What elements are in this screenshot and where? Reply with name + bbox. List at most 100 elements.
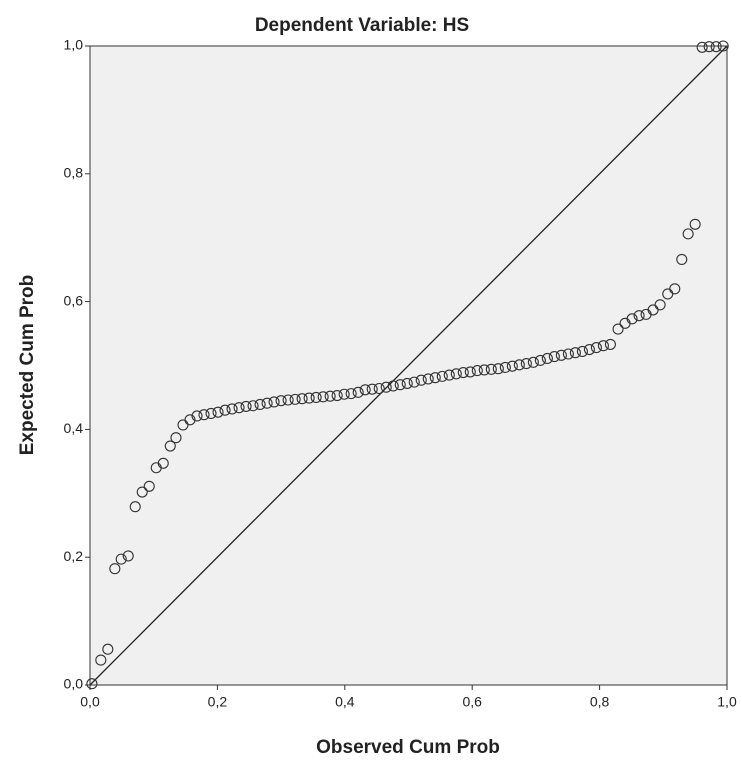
point bbox=[254, 398, 266, 411]
point bbox=[394, 379, 406, 391]
point bbox=[102, 643, 114, 655]
point bbox=[513, 359, 525, 371]
point bbox=[352, 386, 364, 398]
point bbox=[219, 404, 231, 416]
point bbox=[576, 345, 588, 357]
point bbox=[499, 361, 511, 373]
point bbox=[689, 218, 701, 230]
point bbox=[710, 41, 722, 53]
point bbox=[129, 501, 141, 513]
y-tick-label: 0,8 bbox=[64, 165, 84, 181]
x-tick-label: 0,8 bbox=[590, 694, 610, 710]
point bbox=[387, 380, 399, 392]
point bbox=[717, 40, 729, 52]
point bbox=[626, 313, 638, 325]
point bbox=[366, 383, 378, 395]
point bbox=[86, 678, 98, 690]
y-tick-label: 0,6 bbox=[64, 292, 84, 308]
point bbox=[485, 363, 497, 375]
point bbox=[612, 323, 624, 335]
point bbox=[233, 402, 245, 414]
point bbox=[380, 381, 392, 393]
point bbox=[324, 390, 336, 402]
point bbox=[408, 376, 420, 388]
y-tick-label: 0,2 bbox=[64, 548, 84, 564]
point bbox=[429, 372, 441, 384]
point bbox=[247, 400, 259, 412]
point bbox=[669, 283, 681, 295]
point bbox=[450, 368, 462, 380]
point bbox=[471, 365, 483, 377]
point bbox=[415, 374, 427, 386]
point bbox=[240, 400, 252, 412]
point bbox=[184, 414, 196, 426]
x-tick-label: 0,6 bbox=[462, 694, 482, 710]
point bbox=[226, 403, 238, 415]
x-tick-label: 0,0 bbox=[80, 694, 100, 710]
point bbox=[338, 388, 350, 400]
point bbox=[506, 360, 518, 372]
point bbox=[696, 41, 708, 53]
point bbox=[401, 377, 413, 389]
point bbox=[541, 352, 553, 365]
point bbox=[682, 228, 694, 240]
point bbox=[464, 366, 476, 378]
point bbox=[310, 391, 322, 404]
point bbox=[268, 396, 280, 408]
point bbox=[548, 351, 560, 363]
x-tick-label: 0,2 bbox=[208, 694, 228, 710]
point bbox=[703, 41, 715, 53]
point bbox=[303, 392, 315, 404]
point bbox=[170, 432, 182, 444]
point bbox=[212, 406, 224, 418]
point bbox=[633, 310, 645, 322]
point bbox=[317, 391, 329, 403]
point bbox=[562, 348, 574, 360]
point bbox=[191, 410, 203, 422]
y-tick-label: 1,0 bbox=[64, 37, 84, 53]
point bbox=[569, 347, 581, 359]
point bbox=[534, 354, 546, 366]
point bbox=[527, 356, 539, 368]
point bbox=[282, 394, 294, 406]
point bbox=[443, 369, 455, 381]
point bbox=[198, 409, 210, 421]
point bbox=[555, 349, 567, 361]
point bbox=[590, 342, 602, 354]
reference-line bbox=[89, 45, 728, 686]
point bbox=[205, 407, 217, 419]
point bbox=[359, 384, 371, 396]
x-tick-label: 0,4 bbox=[335, 694, 355, 710]
point bbox=[597, 340, 609, 352]
point bbox=[289, 393, 301, 405]
point bbox=[275, 395, 287, 407]
point bbox=[457, 366, 469, 379]
chart-title: Dependent Variable: HS bbox=[255, 15, 469, 36]
point bbox=[654, 299, 666, 311]
y-tick-label: 0,0 bbox=[64, 676, 84, 692]
point bbox=[143, 480, 155, 492]
point bbox=[296, 393, 308, 405]
point bbox=[436, 370, 448, 382]
point bbox=[373, 382, 385, 395]
point bbox=[95, 654, 107, 666]
point bbox=[583, 343, 595, 356]
x-axis-label: Observed Cum Prob bbox=[316, 737, 500, 758]
point bbox=[136, 486, 148, 498]
point bbox=[122, 550, 134, 562]
point bbox=[164, 440, 176, 452]
point bbox=[604, 338, 616, 350]
point bbox=[109, 563, 121, 575]
point bbox=[261, 397, 273, 409]
point bbox=[331, 389, 343, 402]
point bbox=[345, 388, 357, 400]
x-tick-label: 1,0 bbox=[717, 694, 737, 710]
point bbox=[676, 253, 688, 265]
point bbox=[157, 457, 169, 469]
point bbox=[422, 373, 434, 385]
y-axis-label: Expected Cum Prob bbox=[17, 275, 38, 456]
point bbox=[520, 358, 532, 370]
point bbox=[492, 363, 504, 375]
point bbox=[478, 364, 490, 376]
y-tick-label: 0,4 bbox=[64, 420, 84, 436]
